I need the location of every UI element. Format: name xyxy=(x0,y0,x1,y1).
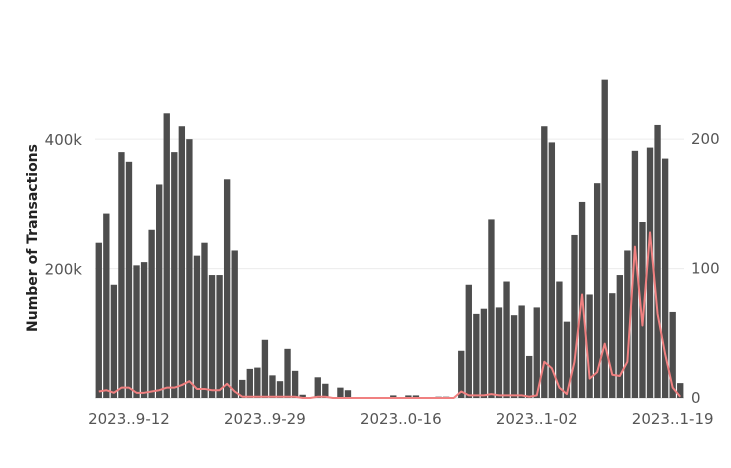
y-axis-title: Number of Transactions xyxy=(25,144,41,332)
bar xyxy=(669,311,676,398)
bar xyxy=(261,339,269,398)
bar xyxy=(654,124,661,399)
bar xyxy=(503,281,510,398)
bar xyxy=(646,147,654,398)
bar xyxy=(639,222,646,398)
bar xyxy=(624,250,631,398)
bar xyxy=(601,79,608,398)
bar xyxy=(178,126,186,398)
bar xyxy=(677,383,684,398)
bar xyxy=(148,229,155,398)
bar xyxy=(541,126,548,398)
bar xyxy=(314,377,321,398)
bar xyxy=(571,234,578,398)
bar xyxy=(458,350,465,398)
bar xyxy=(95,242,102,398)
bar xyxy=(548,142,556,398)
bar xyxy=(526,355,533,398)
bar xyxy=(125,161,133,398)
bar xyxy=(103,213,110,398)
bar xyxy=(133,265,140,398)
x-tick-label: 2023..1-19 xyxy=(632,410,714,428)
bar xyxy=(291,370,299,398)
bar xyxy=(473,313,480,398)
bar xyxy=(661,158,669,398)
bar xyxy=(631,150,639,398)
bar xyxy=(390,395,397,398)
bar xyxy=(593,183,601,398)
line-path xyxy=(98,231,681,399)
y-tick-label-right: 200 xyxy=(691,130,720,148)
right-axis: 0 100 200 xyxy=(691,130,720,407)
bar xyxy=(246,368,253,398)
bar xyxy=(563,321,571,398)
bar xyxy=(118,152,125,398)
bar xyxy=(140,262,148,398)
bar xyxy=(495,307,503,398)
bar xyxy=(276,381,284,398)
x-tick-label: 2023..0-16 xyxy=(360,410,442,428)
bar xyxy=(337,387,344,398)
bar xyxy=(533,307,540,398)
bar xyxy=(322,383,329,398)
y-tick-label-right: 0 xyxy=(691,389,701,407)
y-tick-label-right: 100 xyxy=(691,260,720,278)
bar xyxy=(163,113,170,398)
bar xyxy=(223,179,231,398)
bar-series xyxy=(95,79,684,399)
bar xyxy=(616,275,623,398)
bar xyxy=(480,308,488,398)
bar xyxy=(488,219,495,398)
bar xyxy=(208,275,216,398)
left-axis: 200k 400k xyxy=(45,131,83,278)
y-tick-label-left: 400k xyxy=(45,131,83,149)
bar xyxy=(239,379,246,398)
bar xyxy=(609,293,616,398)
bar xyxy=(344,390,352,398)
bar xyxy=(201,242,208,398)
bar xyxy=(254,367,261,398)
bar xyxy=(510,315,518,398)
bar xyxy=(193,255,201,398)
x-tick-label: 2023..1-02 xyxy=(496,410,578,428)
line-series xyxy=(98,231,681,399)
y-tick-label-left: 200k xyxy=(45,261,83,279)
bar xyxy=(216,275,223,398)
bar xyxy=(156,184,163,398)
bar xyxy=(412,395,420,398)
x-tick-label: 2023..9-29 xyxy=(224,410,306,428)
bar xyxy=(171,152,178,398)
bar xyxy=(299,394,306,398)
bar xyxy=(518,305,525,398)
bar xyxy=(556,281,563,398)
x-tick-label: 2023..9-12 xyxy=(88,410,170,428)
bar xyxy=(405,395,412,398)
bar xyxy=(186,139,193,399)
bar xyxy=(110,284,118,398)
bar xyxy=(284,348,291,398)
bar xyxy=(269,375,276,398)
x-axis: 2023..9-12 2023..9-29 2023..0-16 2023..1-02… xyxy=(88,410,713,428)
bar xyxy=(231,250,238,398)
bar xyxy=(586,294,593,398)
bar xyxy=(465,284,472,398)
